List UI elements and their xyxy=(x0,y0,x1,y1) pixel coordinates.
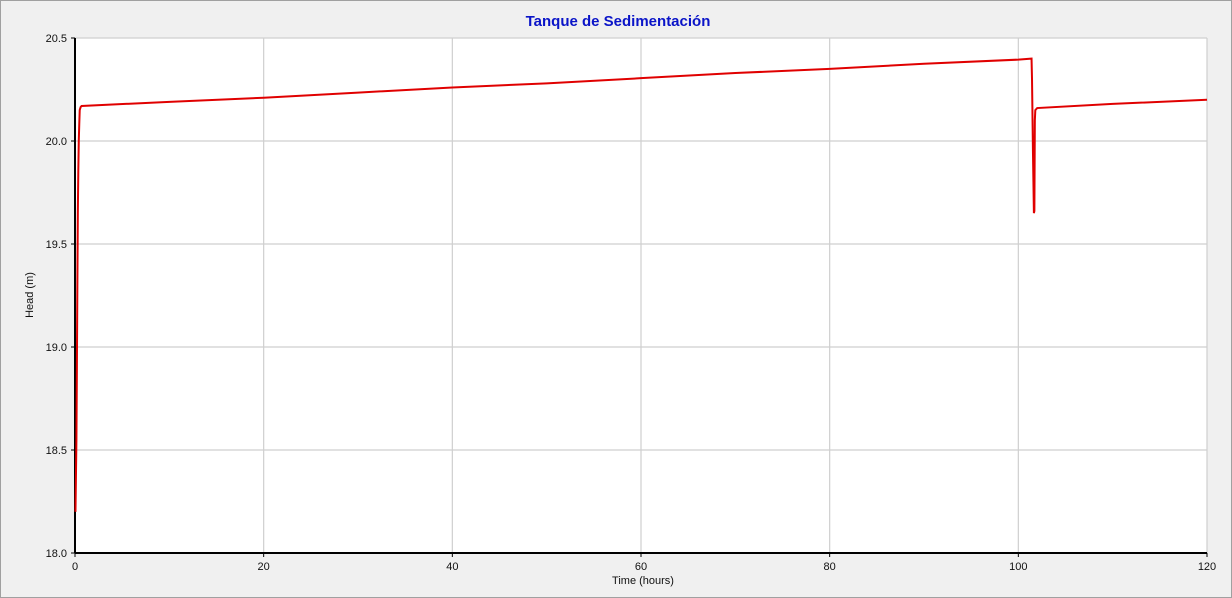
x-tick-label: 40 xyxy=(446,561,458,573)
y-tick-label: 20.5 xyxy=(46,33,67,45)
grid-lines xyxy=(75,37,1208,553)
y-tick-label: 19.0 xyxy=(46,342,67,354)
chart-title: Tanque de Sedimentación xyxy=(526,13,711,30)
axes xyxy=(71,37,1208,557)
y-axis-label: Head (m) xyxy=(24,272,36,318)
y-tick-label: 19.5 xyxy=(46,239,67,251)
x-tick-label: 80 xyxy=(824,561,836,573)
series-layer xyxy=(74,57,1208,512)
x-tick-label: 100 xyxy=(1009,561,1027,573)
series-line xyxy=(74,57,1208,512)
x-tick-label: 120 xyxy=(1198,561,1216,573)
y-tick-label: 18.5 xyxy=(46,445,67,457)
tick-labels: 0 20 40 60 80 100 120 18.0 18.5 19.0 19.5 20.0 20.5 xyxy=(46,33,1217,573)
x-tick-label: 20 xyxy=(258,561,270,573)
x-axis-label: Time (hours) xyxy=(612,575,674,587)
y-tick-label: 18.0 xyxy=(46,548,67,560)
y-tick-label: 20.0 xyxy=(46,136,67,148)
x-tick-label: 60 xyxy=(635,561,647,573)
x-tick-label: 0 xyxy=(72,561,78,573)
